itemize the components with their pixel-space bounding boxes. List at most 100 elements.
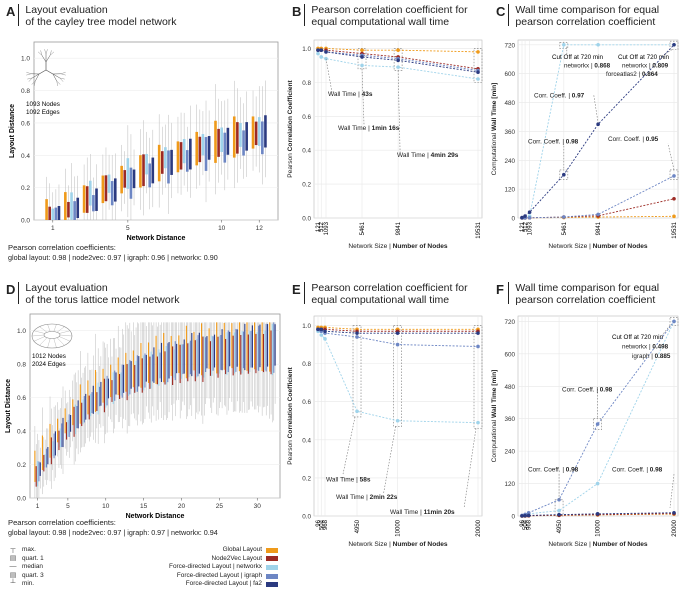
annotation-leader <box>342 416 356 475</box>
box <box>163 332 165 383</box>
data-point <box>557 512 561 517</box>
box <box>45 199 48 220</box>
box <box>239 122 242 147</box>
swatch <box>266 556 278 562</box>
box <box>179 344 181 384</box>
box <box>200 323 203 376</box>
data-point <box>526 510 531 515</box>
corr-annotation-2: Corr. Coeff. | 0.98 <box>528 138 579 145</box>
tree-edge <box>52 73 57 82</box>
swatch <box>266 582 278 588</box>
box <box>120 165 123 194</box>
data-point <box>672 196 676 201</box>
y-tick-label: 120 <box>504 481 515 488</box>
coef-heading: Pearson correlation coefficients: <box>8 518 116 527</box>
box <box>98 386 101 407</box>
data-point <box>557 497 561 502</box>
cutoff-annotation-2-line3: forceatlas2 | 0.864 <box>606 71 658 78</box>
highlight-box <box>669 317 679 326</box>
data-point <box>523 214 527 218</box>
data-point <box>595 422 600 426</box>
y-axis-label: Layout Distance <box>5 379 12 433</box>
box <box>77 400 79 429</box>
data-point <box>360 55 364 59</box>
x-tick-label: 1093 <box>528 221 534 235</box>
box <box>208 328 210 369</box>
y-tick-label: 0.6 <box>17 395 26 402</box>
box <box>52 441 54 457</box>
panel-letter-a: A <box>6 4 16 19</box>
box <box>204 137 208 171</box>
torus-mesh <box>47 324 51 332</box>
highlight-box <box>669 40 679 50</box>
box <box>53 433 55 459</box>
box <box>44 454 46 468</box>
box <box>183 339 185 374</box>
corr-annotation-3: Corr. Coeff. | 0.98 <box>612 466 663 473</box>
box <box>249 331 251 372</box>
box <box>149 356 151 389</box>
coef-values: global layout: 0.98 | node2vec: 0.97 | i… <box>8 527 218 537</box>
box <box>229 331 231 367</box>
box <box>43 454 45 472</box>
y-tick-label: 480 <box>504 384 515 391</box>
panel-e-title-line1: Pearson correlation coefficient for <box>311 282 468 294</box>
box <box>209 341 212 376</box>
box <box>90 393 92 417</box>
tree-edge <box>49 50 52 56</box>
data-point <box>476 344 480 349</box>
data-point <box>395 342 400 347</box>
box <box>92 385 94 414</box>
box <box>242 331 245 369</box>
box <box>231 323 233 369</box>
series-line <box>318 48 479 53</box>
title-bar-marker <box>18 4 20 26</box>
data-point <box>324 50 328 54</box>
data-point <box>316 327 320 332</box>
box <box>70 192 73 220</box>
y-tick-label: 0.0 <box>302 514 311 521</box>
box <box>257 117 261 146</box>
box <box>94 370 97 412</box>
legend-stat-q1: ▤ quart. 1 <box>9 554 44 562</box>
box <box>176 343 178 374</box>
series-line <box>521 512 675 517</box>
y-tick-label: 0.8 <box>17 362 26 369</box>
legend-stat-max: ┬ max. <box>8 546 44 555</box>
box <box>123 170 127 188</box>
box <box>270 330 272 375</box>
box <box>91 392 93 414</box>
box <box>105 378 107 408</box>
box <box>244 323 246 371</box>
box <box>167 343 169 383</box>
y-tick-label: 0.4 <box>17 429 26 436</box>
panel-b-title-line2: equal computational wall time <box>311 16 450 28</box>
wall-time-annotation-3: Wall Time | 11min 20s <box>390 509 455 516</box>
box <box>216 322 218 374</box>
box <box>198 332 200 374</box>
box-icon: ▤ <box>9 554 17 562</box>
box <box>179 142 183 170</box>
torus-mesh <box>53 324 57 332</box>
box <box>73 201 76 220</box>
torus-mesh <box>59 330 71 334</box>
x-tick-label: 1 <box>36 503 40 510</box>
x-tick-label: 19531 <box>476 221 482 238</box>
box <box>145 354 147 382</box>
box <box>136 355 138 392</box>
title-bar-marker <box>508 282 510 304</box>
annotation-leader <box>463 428 477 509</box>
box <box>220 127 223 153</box>
box <box>54 207 58 220</box>
x-tick-label: 504 <box>523 519 529 530</box>
box <box>129 167 133 199</box>
cutoff-annotation-line2: networkx | 0.498 <box>622 343 669 350</box>
edge-count: 2024 Edges <box>32 361 66 368</box>
x-tick-label: 9841 <box>596 221 602 235</box>
box <box>164 147 167 169</box>
y-tick-label: 0.2 <box>302 475 311 482</box>
data-point <box>476 50 480 54</box>
y-tick-label: 0.0 <box>302 216 311 223</box>
data-point <box>520 514 524 518</box>
